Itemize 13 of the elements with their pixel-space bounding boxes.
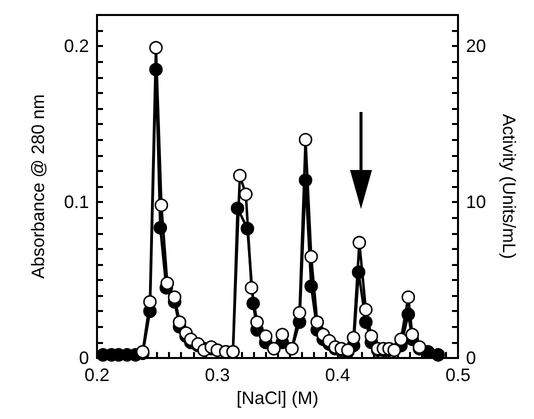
- x-tick-label: 0.5: [445, 365, 471, 385]
- x-tick-label: 0.2: [84, 365, 110, 385]
- y2-tick-label: 10: [466, 192, 486, 212]
- y-tick-label: 0: [78, 348, 89, 368]
- y-tick-label: 0.2: [64, 36, 89, 56]
- y-axis-title: Absorbance @ 280 nm: [28, 94, 48, 279]
- y2-axis-title: Activity (Units/mL): [499, 114, 519, 260]
- x-tick-label: 0.4: [325, 365, 350, 385]
- y2-tick-label: 20: [466, 36, 486, 56]
- x-axis-title: [NaCl] (M): [236, 388, 318, 408]
- y-tick-label: 0.1: [64, 192, 89, 212]
- x-tick-label: 0.3: [204, 365, 230, 385]
- y2-tick-label: 0: [466, 348, 476, 368]
